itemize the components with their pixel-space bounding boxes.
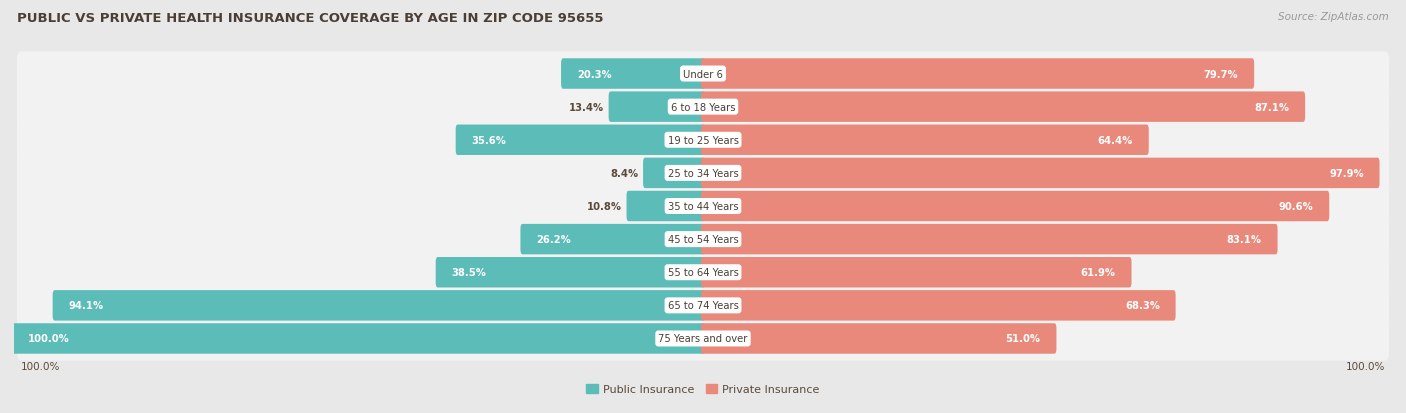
FancyBboxPatch shape [702,158,1379,189]
Text: 61.9%: 61.9% [1081,268,1116,278]
Text: Under 6: Under 6 [683,69,723,79]
Text: 13.4%: 13.4% [568,102,603,112]
FancyBboxPatch shape [17,217,1389,262]
Text: 35.6%: 35.6% [471,135,506,145]
FancyBboxPatch shape [609,92,704,123]
Text: 51.0%: 51.0% [1005,334,1040,344]
Text: 45 to 54 Years: 45 to 54 Years [668,235,738,244]
FancyBboxPatch shape [17,184,1389,229]
Text: 19 to 25 Years: 19 to 25 Years [668,135,738,145]
Text: 94.1%: 94.1% [69,301,104,311]
FancyBboxPatch shape [702,191,1329,222]
FancyBboxPatch shape [627,191,704,222]
FancyBboxPatch shape [17,316,1389,361]
FancyBboxPatch shape [17,283,1389,328]
Text: 100.0%: 100.0% [21,361,60,371]
Text: 35 to 44 Years: 35 to 44 Years [668,202,738,211]
FancyBboxPatch shape [13,323,704,354]
Text: 64.4%: 64.4% [1098,135,1133,145]
Text: 20.3%: 20.3% [576,69,612,79]
Text: 38.5%: 38.5% [451,268,486,278]
FancyBboxPatch shape [643,158,704,189]
Text: 83.1%: 83.1% [1226,235,1261,244]
Text: 8.4%: 8.4% [610,169,638,178]
Legend: Public Insurance, Private Insurance: Public Insurance, Private Insurance [582,380,824,399]
Text: 100.0%: 100.0% [28,334,69,344]
FancyBboxPatch shape [702,290,1175,321]
FancyBboxPatch shape [52,290,704,321]
Text: Source: ZipAtlas.com: Source: ZipAtlas.com [1278,12,1389,22]
FancyBboxPatch shape [17,118,1389,163]
Text: 97.9%: 97.9% [1329,169,1364,178]
Text: 90.6%: 90.6% [1278,202,1313,211]
Text: 68.3%: 68.3% [1125,301,1160,311]
FancyBboxPatch shape [702,257,1132,288]
Text: 25 to 34 Years: 25 to 34 Years [668,169,738,178]
FancyBboxPatch shape [702,59,1254,90]
FancyBboxPatch shape [520,224,704,255]
FancyBboxPatch shape [561,59,704,90]
FancyBboxPatch shape [702,224,1278,255]
Text: 79.7%: 79.7% [1204,69,1239,79]
FancyBboxPatch shape [702,323,1056,354]
FancyBboxPatch shape [17,85,1389,130]
Text: 65 to 74 Years: 65 to 74 Years [668,301,738,311]
Text: 10.8%: 10.8% [586,202,621,211]
Text: 87.1%: 87.1% [1254,102,1289,112]
FancyBboxPatch shape [436,257,704,288]
Text: 75 Years and over: 75 Years and over [658,334,748,344]
Text: 55 to 64 Years: 55 to 64 Years [668,268,738,278]
Text: 6 to 18 Years: 6 to 18 Years [671,102,735,112]
Text: PUBLIC VS PRIVATE HEALTH INSURANCE COVERAGE BY AGE IN ZIP CODE 95655: PUBLIC VS PRIVATE HEALTH INSURANCE COVER… [17,12,603,25]
FancyBboxPatch shape [456,125,704,156]
FancyBboxPatch shape [17,151,1389,196]
Text: 100.0%: 100.0% [1346,361,1385,371]
FancyBboxPatch shape [702,125,1149,156]
FancyBboxPatch shape [702,92,1305,123]
FancyBboxPatch shape [17,250,1389,295]
FancyBboxPatch shape [17,52,1389,97]
Text: 26.2%: 26.2% [536,235,571,244]
